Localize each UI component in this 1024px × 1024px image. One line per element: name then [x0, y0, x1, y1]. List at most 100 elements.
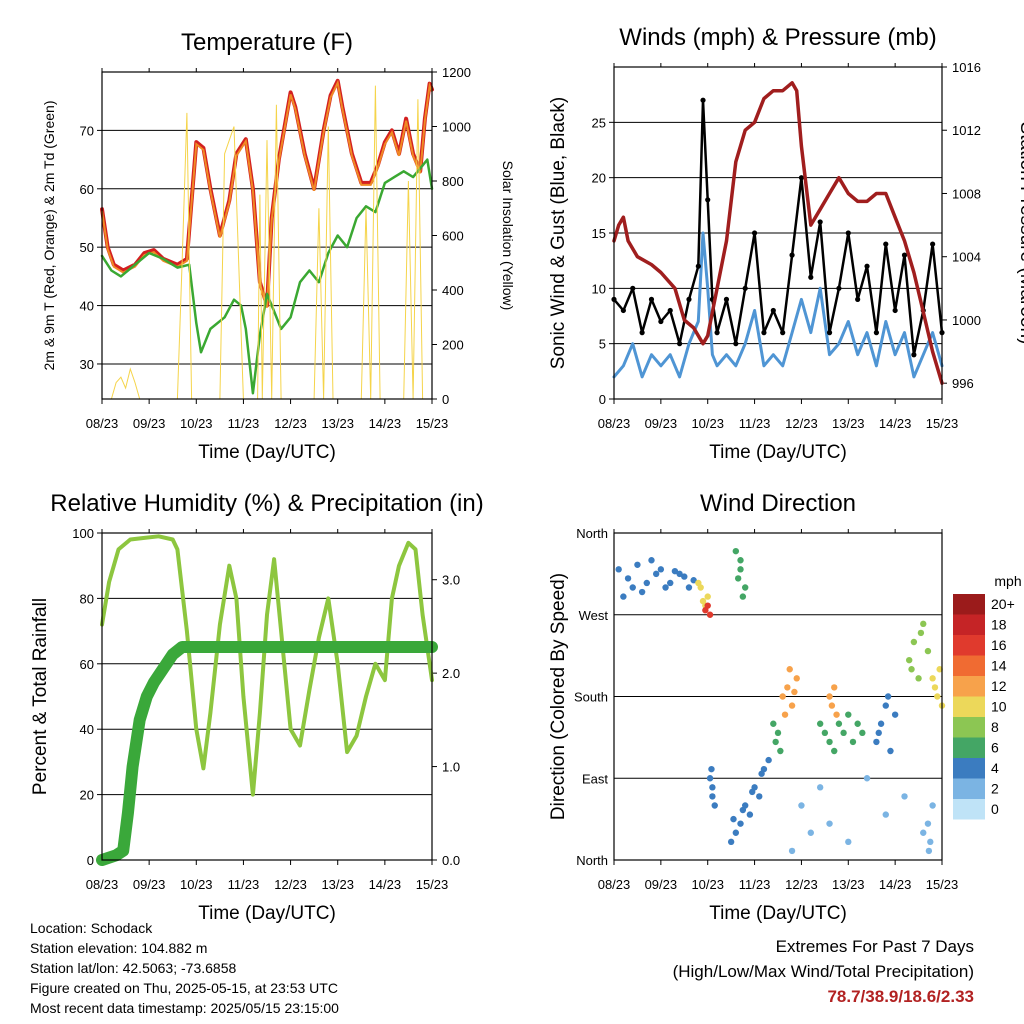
direction-point: [685, 584, 693, 591]
direction-point: [777, 747, 784, 755]
direction-point: [788, 702, 796, 709]
direction-point: [791, 688, 798, 696]
plot-frame: [101, 532, 433, 861]
direction-point: [629, 584, 636, 591]
direction-point: [927, 838, 934, 846]
gust-point: [686, 296, 692, 302]
direction-point: [826, 738, 833, 746]
series-rh: [100, 534, 434, 797]
direction-point: [756, 793, 763, 800]
direction-point: [706, 775, 714, 782]
direction-point: [798, 802, 805, 809]
x-tick-label: 10/23: [180, 416, 213, 431]
direction-point: [708, 765, 715, 773]
direction-point: [833, 711, 840, 718]
direction-point: [711, 802, 718, 809]
direction-point: [667, 579, 674, 587]
legend-label: 2: [991, 781, 999, 797]
direction-point: [706, 611, 714, 618]
direction-point: [920, 620, 927, 628]
extremes-values: 78.7/38.9/18.6/2.33: [827, 987, 974, 1006]
series-td_2m: [100, 158, 434, 395]
panel-wind_direction: Wind Direction North East South West North 08/…: [548, 490, 1022, 924]
x-tick-label: 11/23: [739, 877, 771, 892]
y-tick-label: 40: [80, 299, 94, 314]
direction-point: [737, 557, 744, 564]
direction-point: [709, 793, 716, 800]
direction-point: [730, 815, 737, 823]
y-right-tick-label: 1016: [952, 60, 981, 75]
direction-point: [807, 829, 814, 836]
y-right-tick-label: 996: [952, 376, 974, 391]
x-tick-label: 13/23: [321, 416, 354, 431]
direction-point: [634, 561, 641, 568]
direction-point: [643, 579, 650, 587]
direction-point: [828, 702, 836, 709]
direction-point: [887, 747, 894, 755]
y-right-tick-label: 1012: [952, 123, 981, 138]
humidity-title: Relative Humidity (%) & Precipitation (i…: [50, 490, 483, 517]
legend-label: 16: [991, 637, 1007, 653]
x-tick-label: 14/23: [879, 416, 912, 431]
y-tick-label: 10: [592, 281, 606, 296]
legend-swatch: [953, 717, 985, 738]
direction-point: [931, 684, 939, 691]
y-tick-label: 80: [80, 591, 94, 606]
y-tick-label: 20: [592, 171, 606, 186]
direction-point: [859, 729, 866, 737]
y-tick-label: 60: [80, 182, 94, 197]
gust-point: [836, 285, 842, 291]
direction-point: [901, 793, 908, 800]
x-tick-label: 08/23: [86, 877, 119, 892]
plot-frame: [613, 532, 943, 861]
y-tick-label: 30: [80, 357, 94, 372]
direction-point: [826, 693, 833, 700]
temperature-xlabel: Time (Day/UTC): [198, 442, 336, 463]
y-tick-label: 25: [592, 115, 606, 130]
direction-point: [915, 675, 922, 682]
y-tick-label: East: [582, 771, 608, 786]
x-tick-label: 11/23: [228, 877, 260, 892]
y-tick-label: 0: [87, 853, 94, 868]
winds-ylabel: Sonic Wind & Gust (Blue, Black): [548, 97, 569, 369]
temperature-ylabel-right: Solar Insolation (Yellow): [500, 161, 516, 311]
x-tick-label: 08/23: [598, 877, 631, 892]
x-tick-label: 13/23: [321, 877, 354, 892]
y-tick-label: 40: [80, 722, 94, 737]
direction-point: [854, 720, 861, 727]
gust-point: [883, 241, 889, 247]
legend-label: 12: [991, 678, 1007, 694]
y-tick-label: 0: [599, 392, 606, 407]
x-tick-label: 12/23: [274, 416, 307, 431]
gust-point: [911, 352, 917, 358]
x-tick-label: 15/23: [926, 877, 959, 892]
x-tick-label: 09/23: [645, 877, 678, 892]
y-tick-label: 60: [80, 657, 94, 672]
direction-point: [929, 675, 936, 682]
direction-point: [884, 693, 892, 700]
direction-point: [742, 584, 749, 591]
gust-point: [648, 296, 655, 302]
x-tick-label: 10/23: [691, 877, 724, 892]
direction-point: [727, 838, 735, 846]
gust-point: [677, 341, 683, 347]
series-solar: [110, 85, 428, 400]
gust-point: [705, 197, 711, 203]
direction-point: [910, 638, 918, 646]
direction-point: [662, 584, 669, 591]
y-right-tick-label: 0.0: [442, 853, 460, 868]
extremes-subtitle: (High/Low/Max Wind/Total Precipitation): [672, 962, 974, 981]
direction-point: [788, 847, 796, 855]
direction-point: [821, 729, 829, 737]
gust-point: [700, 97, 706, 103]
legend-label: 6: [991, 740, 999, 756]
y-right-tick-label: 800: [442, 174, 464, 189]
direction-point: [746, 811, 754, 818]
legend-swatch: [953, 778, 985, 799]
location-text: Location: Schodack: [30, 920, 153, 936]
gust-point: [658, 318, 664, 325]
direction-point: [772, 738, 779, 746]
y-tick-label: North: [576, 526, 608, 541]
direction-point: [840, 729, 847, 737]
direction-point: [877, 720, 885, 727]
